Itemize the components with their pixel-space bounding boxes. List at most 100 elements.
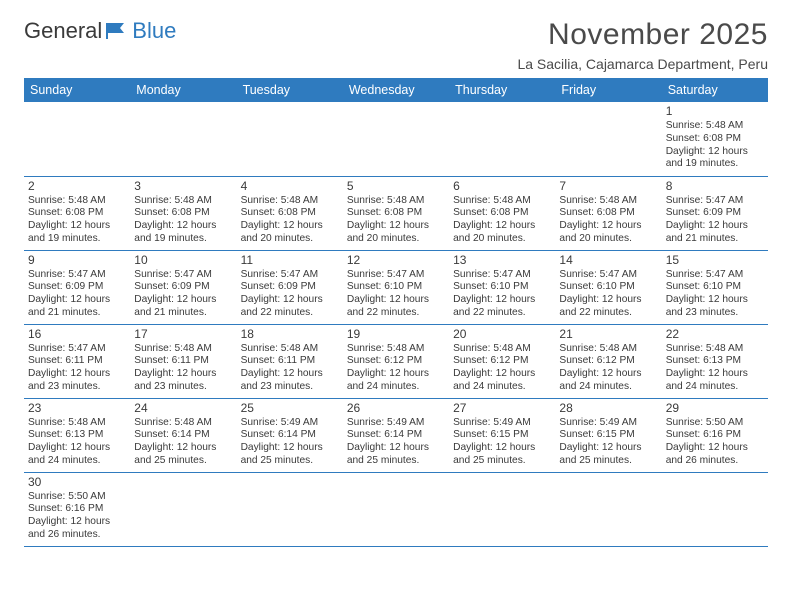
daylight-text: Daylight: 12 hours and 20 minutes. bbox=[453, 220, 551, 246]
day-details: Sunrise: 5:50 AMSunset: 6:16 PMDaylight:… bbox=[28, 491, 126, 542]
calendar-cell: 13Sunrise: 5:47 AMSunset: 6:10 PMDayligh… bbox=[449, 250, 555, 324]
sunset-text: Sunset: 6:09 PM bbox=[134, 281, 232, 294]
day-details: Sunrise: 5:47 AMSunset: 6:10 PMDaylight:… bbox=[666, 269, 764, 320]
day-number: 18 bbox=[241, 327, 339, 342]
sunset-text: Sunset: 6:08 PM bbox=[666, 133, 764, 146]
sunrise-text: Sunrise: 5:47 AM bbox=[134, 269, 232, 282]
calendar-cell: 5Sunrise: 5:48 AMSunset: 6:08 PMDaylight… bbox=[343, 176, 449, 250]
sunset-text: Sunset: 6:11 PM bbox=[134, 355, 232, 368]
sunset-text: Sunset: 6:14 PM bbox=[347, 429, 445, 442]
calendar-cell: 25Sunrise: 5:49 AMSunset: 6:14 PMDayligh… bbox=[237, 398, 343, 472]
sunrise-text: Sunrise: 5:48 AM bbox=[28, 195, 126, 208]
daylight-text: Daylight: 12 hours and 26 minutes. bbox=[666, 442, 764, 468]
day-number: 15 bbox=[666, 253, 764, 268]
sunset-text: Sunset: 6:09 PM bbox=[666, 207, 764, 220]
day-number: 12 bbox=[347, 253, 445, 268]
header-row: SundayMondayTuesdayWednesdayThursdayFrid… bbox=[24, 78, 768, 102]
day-details: Sunrise: 5:48 AMSunset: 6:11 PMDaylight:… bbox=[134, 343, 232, 394]
daylight-text: Daylight: 12 hours and 25 minutes. bbox=[453, 442, 551, 468]
sunrise-text: Sunrise: 5:48 AM bbox=[241, 195, 339, 208]
sunrise-text: Sunrise: 5:49 AM bbox=[559, 417, 657, 430]
calendar-cell: 6Sunrise: 5:48 AMSunset: 6:08 PMDaylight… bbox=[449, 176, 555, 250]
day-number: 26 bbox=[347, 401, 445, 416]
daylight-text: Daylight: 12 hours and 24 minutes. bbox=[559, 368, 657, 394]
calendar-week: 1Sunrise: 5:48 AMSunset: 6:08 PMDaylight… bbox=[24, 102, 768, 176]
day-details: Sunrise: 5:47 AMSunset: 6:10 PMDaylight:… bbox=[347, 269, 445, 320]
sunrise-text: Sunrise: 5:48 AM bbox=[559, 343, 657, 356]
calendar-cell bbox=[24, 102, 130, 176]
day-number: 4 bbox=[241, 179, 339, 194]
calendar-cell: 20Sunrise: 5:48 AMSunset: 6:12 PMDayligh… bbox=[449, 324, 555, 398]
day-number: 5 bbox=[347, 179, 445, 194]
calendar-cell: 3Sunrise: 5:48 AMSunset: 6:08 PMDaylight… bbox=[130, 176, 236, 250]
sunrise-text: Sunrise: 5:50 AM bbox=[28, 491, 126, 504]
day-header: Thursday bbox=[449, 78, 555, 102]
sunrise-text: Sunrise: 5:48 AM bbox=[134, 417, 232, 430]
day-header: Monday bbox=[130, 78, 236, 102]
day-details: Sunrise: 5:50 AMSunset: 6:16 PMDaylight:… bbox=[666, 417, 764, 468]
daylight-text: Daylight: 12 hours and 25 minutes. bbox=[134, 442, 232, 468]
day-number: 29 bbox=[666, 401, 764, 416]
day-details: Sunrise: 5:48 AMSunset: 6:08 PMDaylight:… bbox=[453, 195, 551, 246]
day-number: 27 bbox=[453, 401, 551, 416]
sunrise-text: Sunrise: 5:47 AM bbox=[666, 195, 764, 208]
day-number: 8 bbox=[666, 179, 764, 194]
calendar-cell bbox=[449, 472, 555, 546]
sunset-text: Sunset: 6:15 PM bbox=[453, 429, 551, 442]
calendar-week: 9Sunrise: 5:47 AMSunset: 6:09 PMDaylight… bbox=[24, 250, 768, 324]
daylight-text: Daylight: 12 hours and 20 minutes. bbox=[241, 220, 339, 246]
daylight-text: Daylight: 12 hours and 24 minutes. bbox=[666, 368, 764, 394]
day-number: 19 bbox=[347, 327, 445, 342]
day-number: 2 bbox=[28, 179, 126, 194]
daylight-text: Daylight: 12 hours and 25 minutes. bbox=[559, 442, 657, 468]
sunset-text: Sunset: 6:10 PM bbox=[559, 281, 657, 294]
sunset-text: Sunset: 6:12 PM bbox=[453, 355, 551, 368]
calendar-cell: 22Sunrise: 5:48 AMSunset: 6:13 PMDayligh… bbox=[662, 324, 768, 398]
sunset-text: Sunset: 6:08 PM bbox=[347, 207, 445, 220]
calendar-cell: 11Sunrise: 5:47 AMSunset: 6:09 PMDayligh… bbox=[237, 250, 343, 324]
sunrise-text: Sunrise: 5:48 AM bbox=[241, 343, 339, 356]
calendar-cell: 28Sunrise: 5:49 AMSunset: 6:15 PMDayligh… bbox=[555, 398, 661, 472]
day-details: Sunrise: 5:47 AMSunset: 6:10 PMDaylight:… bbox=[559, 269, 657, 320]
month-title: November 2025 bbox=[517, 18, 768, 52]
daylight-text: Daylight: 12 hours and 21 minutes. bbox=[134, 294, 232, 320]
day-details: Sunrise: 5:47 AMSunset: 6:09 PMDaylight:… bbox=[28, 269, 126, 320]
sunset-text: Sunset: 6:16 PM bbox=[666, 429, 764, 442]
sunrise-text: Sunrise: 5:48 AM bbox=[28, 417, 126, 430]
day-header: Wednesday bbox=[343, 78, 449, 102]
daylight-text: Daylight: 12 hours and 22 minutes. bbox=[347, 294, 445, 320]
daylight-text: Daylight: 12 hours and 25 minutes. bbox=[241, 442, 339, 468]
day-details: Sunrise: 5:47 AMSunset: 6:09 PMDaylight:… bbox=[241, 269, 339, 320]
calendar-cell bbox=[130, 472, 236, 546]
sunset-text: Sunset: 6:09 PM bbox=[241, 281, 339, 294]
day-number: 10 bbox=[134, 253, 232, 268]
sunrise-text: Sunrise: 5:48 AM bbox=[347, 343, 445, 356]
calendar-cell bbox=[343, 102, 449, 176]
sunset-text: Sunset: 6:13 PM bbox=[28, 429, 126, 442]
daylight-text: Daylight: 12 hours and 23 minutes. bbox=[666, 294, 764, 320]
sunrise-text: Sunrise: 5:47 AM bbox=[666, 269, 764, 282]
calendar-week: 23Sunrise: 5:48 AMSunset: 6:13 PMDayligh… bbox=[24, 398, 768, 472]
calendar-cell: 9Sunrise: 5:47 AMSunset: 6:09 PMDaylight… bbox=[24, 250, 130, 324]
calendar-cell: 24Sunrise: 5:48 AMSunset: 6:14 PMDayligh… bbox=[130, 398, 236, 472]
calendar-cell: 19Sunrise: 5:48 AMSunset: 6:12 PMDayligh… bbox=[343, 324, 449, 398]
day-number: 25 bbox=[241, 401, 339, 416]
sunset-text: Sunset: 6:14 PM bbox=[241, 429, 339, 442]
day-details: Sunrise: 5:47 AMSunset: 6:09 PMDaylight:… bbox=[134, 269, 232, 320]
calendar-cell: 14Sunrise: 5:47 AMSunset: 6:10 PMDayligh… bbox=[555, 250, 661, 324]
daylight-text: Daylight: 12 hours and 19 minutes. bbox=[666, 146, 764, 172]
location-text: La Sacilia, Cajamarca Department, Peru bbox=[517, 56, 768, 72]
day-number: 24 bbox=[134, 401, 232, 416]
day-details: Sunrise: 5:49 AMSunset: 6:15 PMDaylight:… bbox=[453, 417, 551, 468]
day-details: Sunrise: 5:48 AMSunset: 6:13 PMDaylight:… bbox=[28, 417, 126, 468]
daylight-text: Daylight: 12 hours and 19 minutes. bbox=[134, 220, 232, 246]
sunset-text: Sunset: 6:08 PM bbox=[28, 207, 126, 220]
sunset-text: Sunset: 6:11 PM bbox=[28, 355, 126, 368]
day-number: 30 bbox=[28, 475, 126, 490]
calendar-cell: 30Sunrise: 5:50 AMSunset: 6:16 PMDayligh… bbox=[24, 472, 130, 546]
day-header: Saturday bbox=[662, 78, 768, 102]
sunset-text: Sunset: 6:08 PM bbox=[241, 207, 339, 220]
daylight-text: Daylight: 12 hours and 22 minutes. bbox=[241, 294, 339, 320]
day-number: 28 bbox=[559, 401, 657, 416]
day-details: Sunrise: 5:48 AMSunset: 6:12 PMDaylight:… bbox=[453, 343, 551, 394]
